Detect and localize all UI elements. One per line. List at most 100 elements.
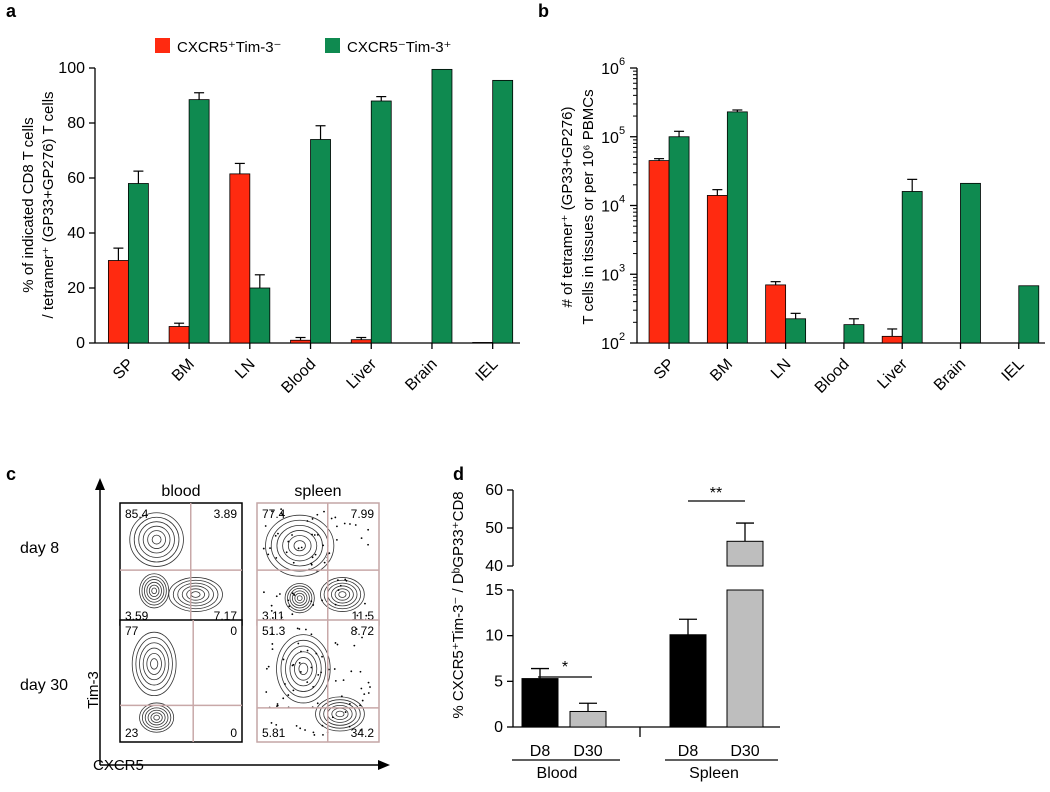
a-bar — [350, 339, 372, 344]
scatter-dot — [282, 658, 285, 661]
a-bar — [370, 100, 392, 344]
b-ytick-exp: 5 — [619, 125, 625, 137]
scatter-dot — [291, 592, 294, 595]
scatter-dot — [291, 534, 293, 536]
scatter-dot — [314, 553, 317, 556]
scatter-dot — [306, 520, 309, 522]
scatter-dot — [316, 702, 319, 705]
scatter-dot — [361, 699, 364, 702]
d-ytick-label: 50 — [485, 520, 503, 537]
y-arrowhead-icon — [95, 478, 105, 490]
contour-line — [186, 588, 205, 601]
contour-line — [276, 634, 331, 704]
d-xtick-label: D30 — [573, 743, 602, 760]
scatter-dot — [316, 533, 319, 536]
b-ytick-exp: 3 — [619, 262, 625, 274]
scatter-dot — [359, 729, 362, 732]
panel-d-ylabel: % CXCR5⁺Tim-3⁻ / DᵇGP33⁺CD8 — [450, 491, 467, 718]
scatter-dot — [271, 617, 274, 619]
scatter-dot — [271, 510, 273, 513]
b-ytick-exp: 4 — [619, 194, 625, 206]
b-bar — [668, 136, 690, 344]
a-bar — [229, 173, 251, 344]
a-xtick-label: IEL — [473, 356, 502, 385]
contour-plot-box — [256, 619, 380, 743]
scatter-dot — [285, 551, 288, 554]
scatter-dot — [265, 691, 268, 693]
scatter-dot — [276, 704, 279, 707]
d-xtick-label: D8 — [530, 743, 551, 760]
scatter-dot — [361, 636, 363, 639]
scatter-dot — [265, 667, 268, 670]
scatter-dot — [313, 734, 316, 736]
scatter-dot — [336, 643, 339, 646]
scatter-dot — [298, 628, 301, 630]
legend-label-cxcr5-neg: CXCR5⁻Tim-3⁺ — [347, 39, 451, 56]
scatter-dot — [297, 642, 300, 645]
d-ytick-label: 10 — [485, 628, 503, 645]
b-bar — [960, 182, 981, 344]
legend-swatch-green — [325, 38, 340, 53]
b-ytick-base: 10 — [601, 61, 619, 78]
contour-line — [334, 588, 351, 601]
sig-mark-spleen: ** — [710, 485, 722, 502]
quadrant-top-left: 51.3 — [262, 624, 286, 638]
a-bar — [431, 68, 453, 344]
scatter-dot — [270, 722, 273, 724]
scatter-dot — [342, 679, 345, 682]
contour-line — [129, 512, 184, 567]
b-xtick-label: Brain — [931, 356, 969, 394]
panel-d-chart: % CXCR5⁺Tim-3⁻ / DᵇGP33⁺CD8 Blood Spleen… — [450, 482, 780, 782]
scatter-dot — [271, 632, 274, 635]
scatter-dot — [359, 670, 362, 673]
panel-letter-c: c — [6, 464, 16, 484]
contour-line — [139, 642, 170, 686]
c-y-axis-label: Tim-3 — [85, 671, 102, 709]
b-bar — [765, 284, 787, 344]
contour-plot-box — [119, 502, 243, 626]
b-bar — [881, 335, 903, 344]
scatter-dot — [367, 528, 370, 531]
panel-b-ylabel-line2: T cells in tissues or per 10⁶ PBMCs — [580, 89, 597, 324]
scatter-dot — [349, 523, 351, 525]
scatter-dot — [354, 524, 357, 526]
contour-line — [289, 651, 318, 687]
contour-line — [144, 579, 165, 603]
scatter-dot — [320, 671, 322, 674]
contour-line — [293, 540, 306, 552]
contour-line — [282, 530, 318, 562]
a-bar — [310, 139, 331, 344]
b-bar — [843, 324, 865, 344]
panel-a-chart: CXCR5⁺Tim-3⁻ CXCR5⁻Tim-3⁺ % of indicated… — [20, 38, 520, 397]
panel-b-ylabel-line1: # of tetramer⁺ (GP33+GP276) — [559, 107, 576, 308]
row-header-day8: day 8 — [20, 540, 59, 557]
scatter-dot — [306, 681, 309, 683]
contour-line — [172, 579, 219, 610]
contour-line — [139, 702, 175, 733]
d-bar — [669, 634, 707, 728]
scatter-dot — [350, 670, 353, 673]
contour-line — [177, 582, 214, 607]
d-bar-lower — [726, 589, 764, 728]
quadrant-bottom-left: 23 — [125, 726, 139, 740]
quadrant-top-right: 0 — [230, 624, 237, 638]
a-bar — [168, 326, 190, 344]
legend-swatch-red — [155, 38, 170, 53]
contour-line — [142, 647, 166, 681]
b-ytick-exp: 6 — [619, 56, 625, 68]
panel-letter-a: a — [6, 1, 17, 21]
contour-line — [147, 709, 166, 726]
col-header-spleen: spleen — [294, 483, 341, 500]
quadrant-bottom-right: 0 — [230, 726, 237, 740]
a-ytick-label: 20 — [67, 280, 85, 297]
d-ytick-label: 60 — [485, 482, 503, 499]
a-bar — [492, 79, 514, 344]
scatter-dot — [292, 561, 295, 564]
scatter-dot — [356, 614, 359, 617]
d-xtick-label: D8 — [678, 743, 699, 760]
contour-line — [139, 573, 170, 609]
scatter-dot — [310, 633, 313, 636]
scatter-dot — [334, 679, 337, 682]
contour-line — [146, 581, 162, 600]
contour-line — [338, 591, 347, 598]
